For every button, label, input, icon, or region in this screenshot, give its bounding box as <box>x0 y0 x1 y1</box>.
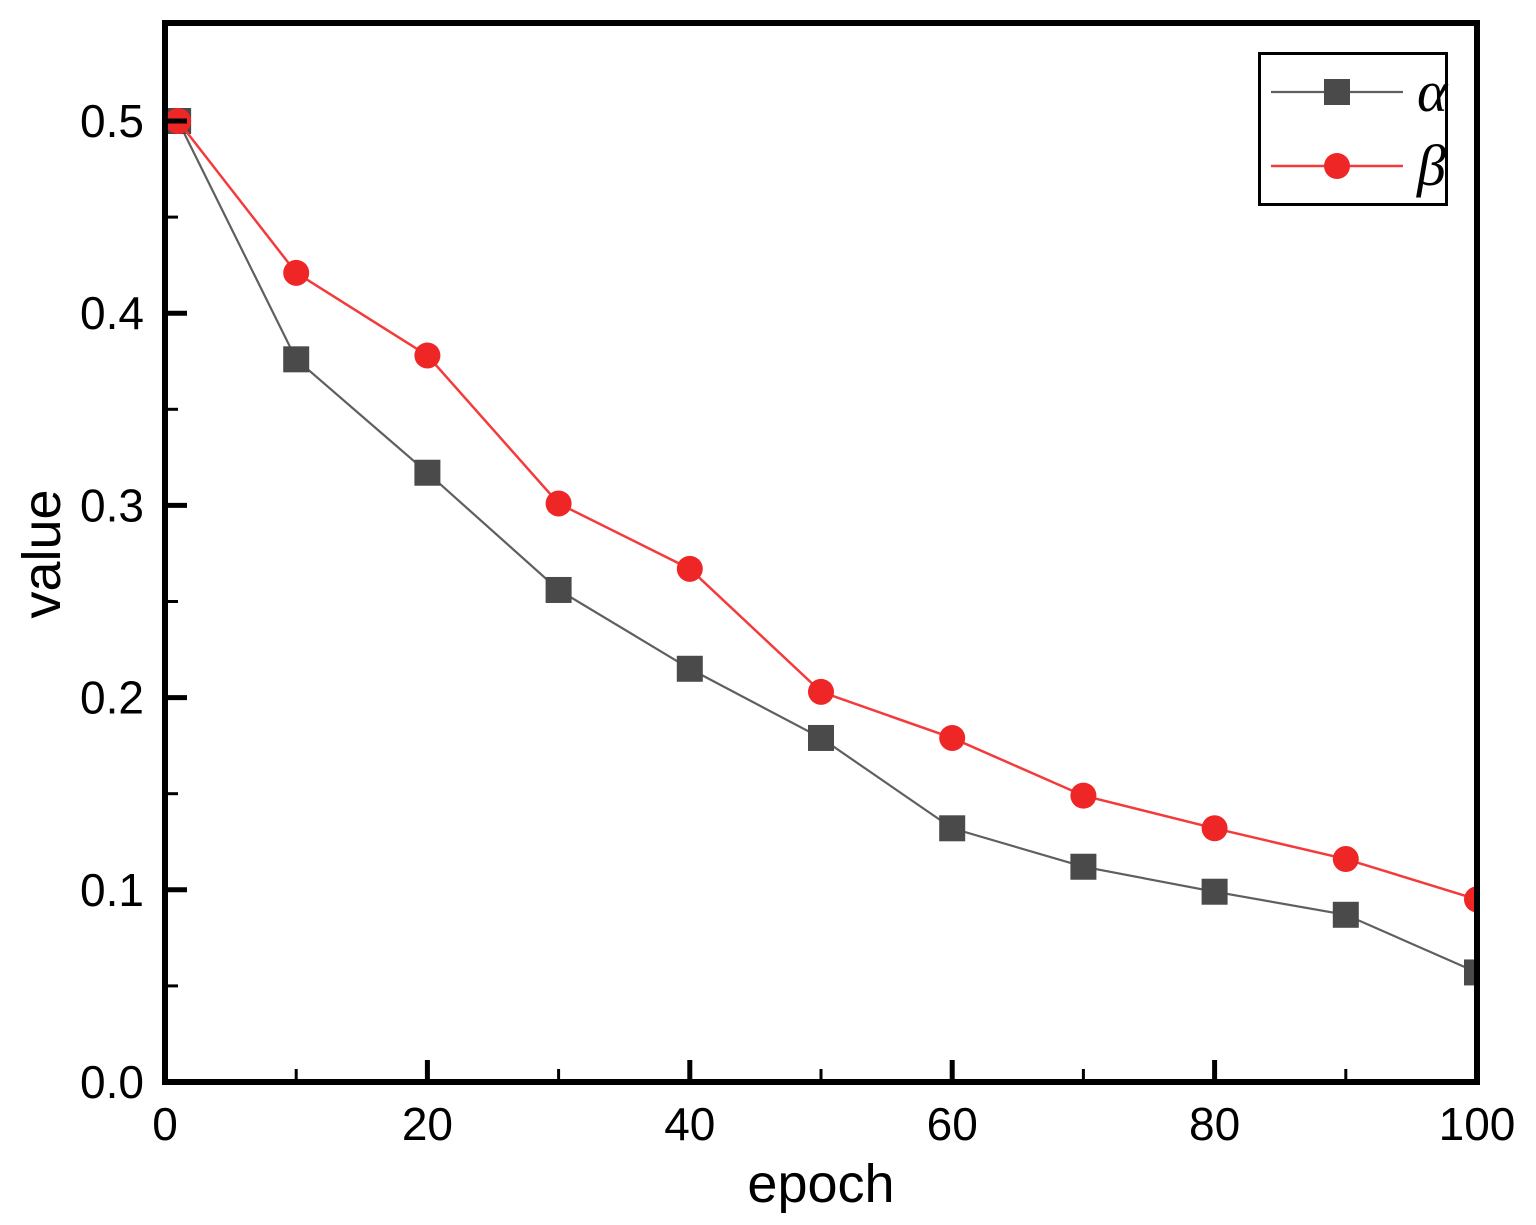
legend-item-beta: β <box>1261 137 1446 195</box>
legend-item-alpha: α <box>1261 63 1447 121</box>
data-point-square <box>545 576 572 603</box>
square-marker-icon <box>1324 79 1350 105</box>
data-point-circle <box>1464 886 1475 913</box>
series-beta-line <box>177 120 1475 900</box>
data-point-circle <box>1070 782 1097 809</box>
y-tick-label: 0.0 <box>80 1056 144 1108</box>
y-tick-label: 0.3 <box>80 479 144 531</box>
axes <box>162 20 1480 1085</box>
x-axis-title: epoch <box>747 1154 895 1214</box>
x-tick-label: 40 <box>664 1098 715 1150</box>
y-tick-label: 0.1 <box>80 864 144 916</box>
data-point-square <box>939 815 966 842</box>
data-point-square <box>676 655 703 682</box>
data-point-circle <box>414 342 441 369</box>
data-point-square <box>808 724 834 751</box>
data-point-square <box>1332 901 1359 928</box>
series-beta <box>168 108 1475 913</box>
legend: α β <box>1258 52 1448 206</box>
x-tick-label: 20 <box>402 1098 453 1150</box>
data-point-circle <box>676 555 703 582</box>
circle-marker-icon <box>1324 153 1350 179</box>
tick-labels: 0 20 40 60 80 100 0.0 0.1 0.2 0.3 0.4 0.5 <box>80 95 1515 1150</box>
data-point-square <box>1070 853 1097 880</box>
y-tick-label: 0.5 <box>80 95 144 147</box>
data-point-square <box>1464 959 1475 986</box>
data-point-circle <box>808 678 834 705</box>
legend-key-beta <box>1271 153 1403 179</box>
data-point-circle <box>1201 815 1228 842</box>
legend-label-beta: β <box>1417 133 1446 198</box>
x-tick-label: 100 <box>1439 1098 1516 1150</box>
x-tick-label: 80 <box>1189 1098 1240 1150</box>
data-point-circle <box>283 259 310 286</box>
series-alpha <box>168 108 1475 986</box>
plot-frame <box>162 20 1480 1085</box>
x-tick-label: 60 <box>927 1098 978 1150</box>
data-point-circle <box>1332 846 1359 873</box>
x-tick-label: 0 <box>152 1098 178 1150</box>
data-point-square <box>1201 878 1228 905</box>
legend-key-alpha <box>1271 79 1403 105</box>
data-point-circle <box>939 724 966 751</box>
legend-label-alpha: α <box>1417 59 1448 124</box>
y-axis-title: value <box>12 489 72 619</box>
data-point-circle <box>545 490 572 517</box>
data-point-square <box>414 459 441 486</box>
y-tick-label: 0.4 <box>80 287 144 339</box>
y-tick-label: 0.2 <box>80 672 144 724</box>
data-point-square <box>283 346 310 373</box>
